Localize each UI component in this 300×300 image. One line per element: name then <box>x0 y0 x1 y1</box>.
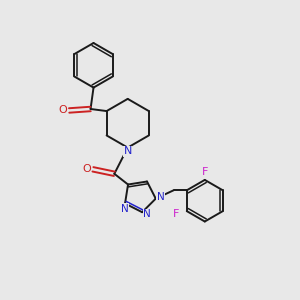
Text: F: F <box>173 209 180 219</box>
Text: O: O <box>82 164 91 174</box>
Text: N: N <box>121 204 128 214</box>
Text: N: N <box>157 192 165 202</box>
Text: F: F <box>202 167 208 177</box>
Text: N: N <box>143 209 151 219</box>
Text: N: N <box>124 146 132 157</box>
Text: O: O <box>58 106 67 116</box>
